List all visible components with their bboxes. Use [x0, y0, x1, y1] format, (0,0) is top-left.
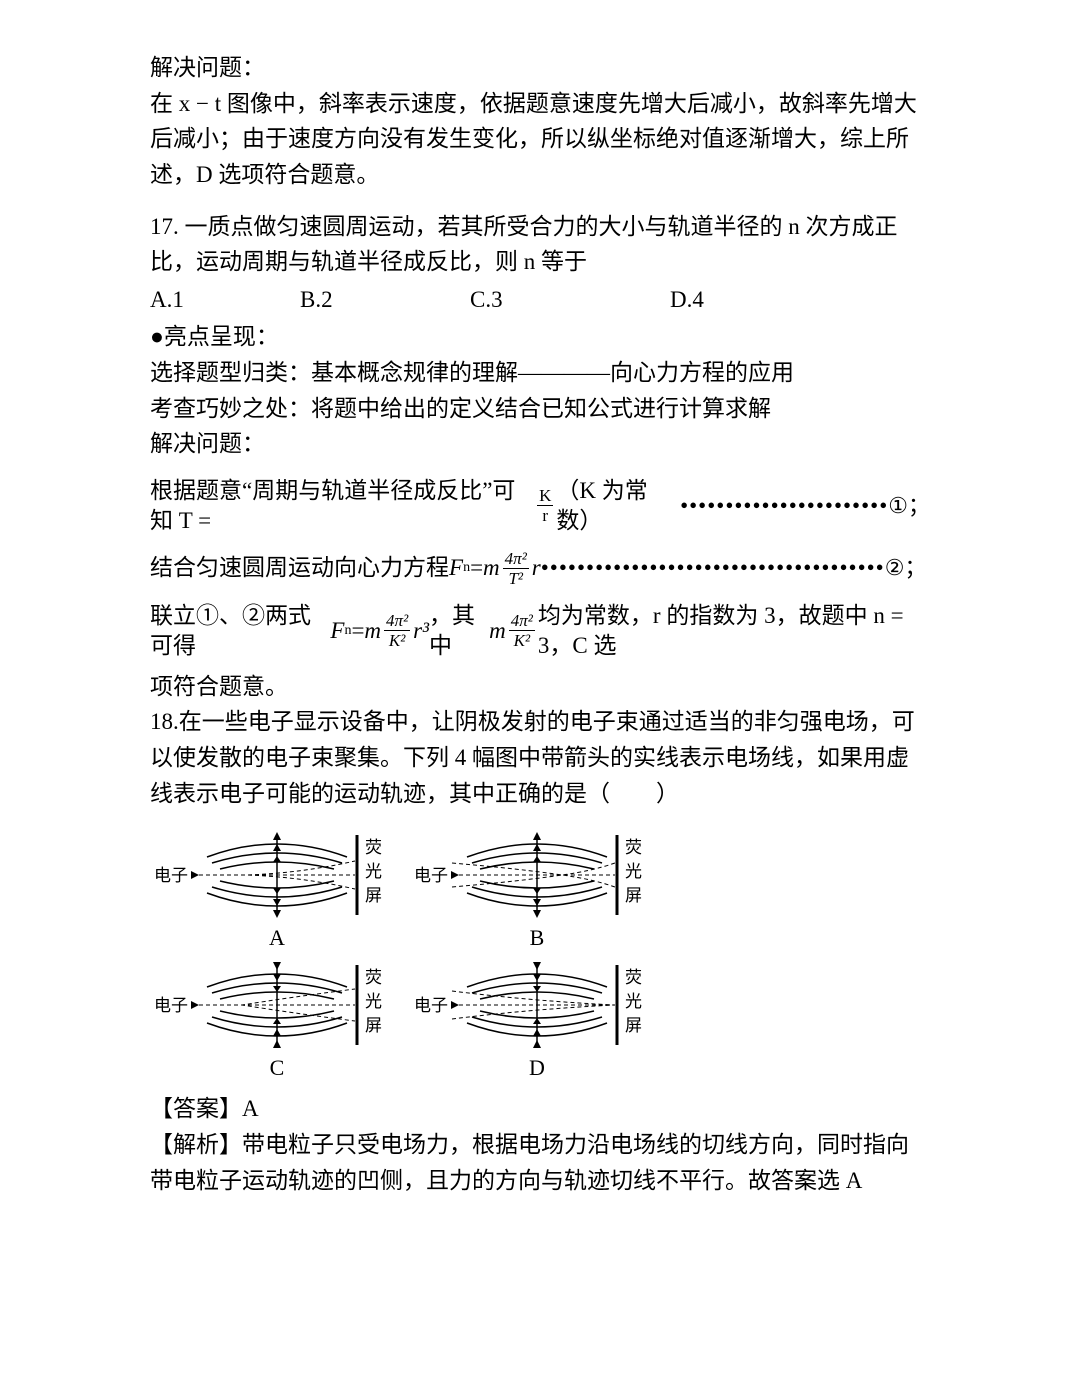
eq2-pre: 结合匀速圆周运动向心力方程 [150, 553, 449, 583]
eq3-frac2-den: K² [512, 631, 532, 649]
eq1-num: ①； [888, 492, 930, 521]
solve-heading: 解决问题： [150, 50, 930, 86]
figure-label-b: B [530, 921, 545, 955]
figure-cell-b: 电子 荧 光 屏 B [412, 829, 662, 955]
eq3-frac2: 4π² K² [509, 612, 535, 649]
svg-text:屏: 屏 [365, 1016, 382, 1035]
eq1-frac-num: K [537, 487, 553, 506]
figure-b-svg: 电子 荧 光 屏 [412, 829, 662, 919]
q17-eq2: 结合匀速圆周运动向心力方程 Fn = m 4π² T² r ••••••••••… [150, 550, 930, 587]
q18-explain: 【解析】带电粒子只受电场力，根据电场力沿电场线的切线方向，同时指向带电粒子运动轨… [150, 1127, 930, 1198]
eq1-post: （K 为常数） [556, 476, 680, 536]
page-root: 解决问题： 在 x − t 图像中，斜率表示速度，依据题意速度先增大后减小，故斜… [0, 0, 1080, 1397]
figure-label-a: A [269, 921, 285, 955]
q17-eq3: 联立①、②两式可得 Fn = m 4π² K² r³ ，其中 m 4π² K² … [150, 601, 930, 661]
eq3-frac2-num: 4π² [509, 612, 535, 631]
eq3-mid: ，其中 [429, 601, 489, 661]
eq1-dots: ••••••••••••••••••••••• [680, 491, 888, 521]
q17-solve-label: 解决问题： [150, 426, 930, 462]
svg-text:荧: 荧 [625, 838, 642, 857]
q18-figure-grid: 电子 荧 光 屏 A [152, 829, 930, 1085]
figure-a-svg: 电子 荧 光 屏 [152, 829, 402, 919]
figure-cell-c: 电子 荧 光 屏 C [152, 959, 402, 1085]
eq3-post: 均为常数，r 的指数为 3，故题中 n = 3，C 选 [538, 601, 930, 661]
figure-c-svg: 电子 荧 光 屏 [152, 959, 402, 1049]
figure-d-svg: 电子 荧 光 屏 [412, 959, 662, 1049]
eq3-F: F [330, 616, 344, 646]
eq2-m: m [483, 553, 500, 583]
q17-classify: 选择题型归类：基本概念规律的理解————向心力方程的应用 [150, 355, 930, 391]
q17-eq1: 根据题意“周期与轨道半径成反比”可知 T = K r （K 为常数） •••••… [150, 476, 930, 536]
svg-text:电子: 电子 [154, 996, 188, 1015]
q17-stem: 17. 一质点做匀速圆周运动，若其所受合力的大小与轨道半径的 n 次方成正比，运… [150, 209, 930, 280]
eq3-frac1-num: 4π² [384, 612, 410, 631]
svg-text:电子: 电子 [414, 996, 448, 1015]
eq2-frac-num: 4π² [503, 550, 529, 569]
spacer [150, 193, 930, 209]
svg-text:光: 光 [625, 862, 642, 881]
q17-options: A.1 B.2 C.3 D.4 [150, 282, 930, 318]
svg-text:光: 光 [365, 992, 382, 1011]
svg-text:荧: 荧 [365, 838, 382, 857]
q18-stem: 18.在一些电子显示设备中，让阴极发射的电子束通过适当的非匀强电场，可以使发散的… [150, 704, 930, 811]
eq2-r: r [532, 553, 541, 583]
figure-cell-a: 电子 荧 光 屏 A [152, 829, 402, 955]
eq3-r3: r³ [413, 616, 429, 646]
svg-text:屏: 屏 [625, 886, 642, 905]
eq3-eq: = [351, 616, 364, 646]
solve-para: 在 x − t 图像中，斜率表示速度，依据题意速度先增大后减小，故斜率先增大后减… [150, 86, 930, 193]
eq2-eq: = [470, 553, 483, 583]
eq3-line2: 项符合题意。 [150, 669, 930, 705]
q17-option-b: B.2 [300, 282, 470, 318]
eq3-frac1-den: K² [387, 631, 407, 649]
q18-answer: 【答案】A [150, 1091, 930, 1127]
figure-cell-d: 电子 荧 光 屏 D [412, 959, 662, 1085]
svg-text:光: 光 [625, 992, 642, 1011]
eq3-pre: 联立①、②两式可得 [150, 601, 330, 661]
svg-text:荧: 荧 [625, 968, 642, 987]
eq1-frac: K r [537, 487, 553, 524]
highlight-heading: ●亮点呈现： [150, 319, 930, 355]
q17-option-c: C.3 [470, 282, 670, 318]
figure-label-d: D [529, 1051, 545, 1085]
eq2-F: F [449, 553, 463, 583]
eq3-m1: m [364, 616, 381, 646]
svg-text:电子: 电子 [414, 866, 448, 885]
eq2-frac: 4π² T² [503, 550, 529, 587]
fig-a-left-label: 电子 [154, 866, 188, 885]
q17-option-a: A.1 [150, 282, 300, 318]
eq3-frac1: 4π² K² [384, 612, 410, 649]
svg-text:屏: 屏 [625, 1016, 642, 1035]
eq1-pre: 根据题意“周期与轨道半径成反比”可知 T = [150, 476, 534, 536]
eq2-dots: •••••••••••••••••••••••••••••••••••••• [541, 553, 885, 583]
q17-clever: 考查巧妙之处：将题中给出的定义结合已知公式进行计算求解 [150, 391, 930, 427]
svg-text:屏: 屏 [365, 886, 382, 905]
svg-text:光: 光 [365, 862, 382, 881]
eq1-frac-den: r [540, 506, 550, 524]
eq3-m2: m [489, 616, 506, 646]
svg-text:荧: 荧 [365, 968, 382, 987]
q17-option-d: D.4 [670, 282, 820, 318]
figure-label-c: C [270, 1051, 285, 1085]
eq2-num: ②； [885, 554, 927, 583]
eq2-frac-den: T² [506, 569, 525, 587]
